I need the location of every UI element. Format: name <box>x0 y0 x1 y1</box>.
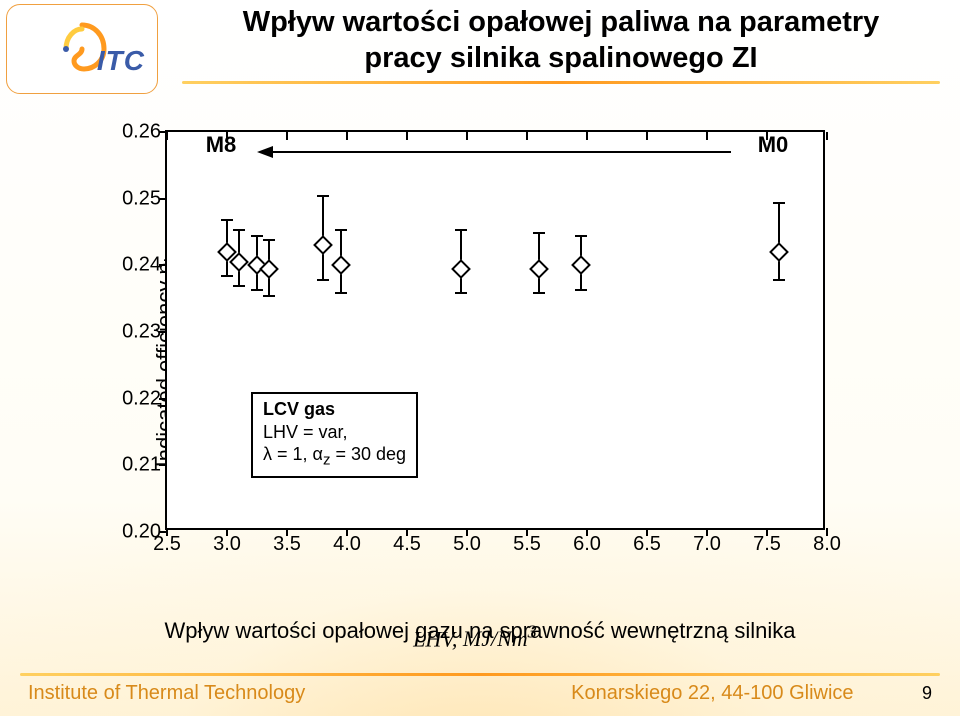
footer-left: Institute of Thermal Technology <box>28 682 305 705</box>
chart-label-m0: M0 <box>758 132 789 158</box>
figure-caption: Wpływ wartości opałowej gazu na sprawnoś… <box>0 618 960 644</box>
y-tick-label: 0.23 <box>113 321 161 344</box>
footer: Institute of Thermal Technology Konarski… <box>0 676 960 716</box>
x-tick-label: 7.5 <box>753 533 781 556</box>
x-tick-label: 5.0 <box>453 533 481 556</box>
page-number: 9 <box>922 683 932 703</box>
y-tick-label: 0.26 <box>113 121 161 144</box>
y-tick-label: 0.25 <box>113 187 161 210</box>
y-tick-label: 0.22 <box>113 387 161 410</box>
x-tick-label: 3.0 <box>213 533 241 556</box>
x-tick-label: 2.5 <box>153 533 181 556</box>
footer-right: Konarskiego 22, 44-100 Gliwice <box>571 682 853 704</box>
title-line-2: pracy silnika spalinowego ZI <box>364 42 757 74</box>
x-tick-label: 6.5 <box>633 533 661 556</box>
y-tick-label: 0.21 <box>113 454 161 477</box>
page-title: Wpływ wartości opałowej paliwa na parame… <box>182 4 940 77</box>
x-tick-label: 4.5 <box>393 533 421 556</box>
legend-line-3: λ = 1, αz = 30 deg <box>263 443 406 470</box>
title-block: Wpływ wartości opałowej paliwa na parame… <box>158 0 960 84</box>
chart-label-m8: M8 <box>206 132 237 158</box>
plot-area: 0.200.210.220.230.240.250.262.53.03.54.0… <box>165 130 825 530</box>
chart: Indicated efficiency ηi, - 0.200.210.220… <box>105 118 845 588</box>
x-tick-label: 3.5 <box>273 533 301 556</box>
x-tick-label: 4.0 <box>333 533 361 556</box>
x-tick-label: 8.0 <box>813 533 841 556</box>
legend-line-2: LHV = var, <box>263 421 406 444</box>
logo-text: ITC <box>97 45 145 77</box>
x-tick-label: 6.0 <box>573 533 601 556</box>
title-underline <box>182 81 940 84</box>
y-tick-label: 0.24 <box>113 254 161 277</box>
x-tick-label: 5.5 <box>513 533 541 556</box>
logo: ITC <box>6 4 158 94</box>
legend-box: LCV gasLHV = var,λ = 1, αz = 30 deg <box>251 392 418 478</box>
x-tick-label: 7.0 <box>693 533 721 556</box>
header: ITC Wpływ wartości opałowej paliwa na pa… <box>0 0 960 96</box>
title-line-1: Wpływ wartości opałowej paliwa na parame… <box>243 6 880 38</box>
legend-line-1: LCV gas <box>263 398 406 421</box>
